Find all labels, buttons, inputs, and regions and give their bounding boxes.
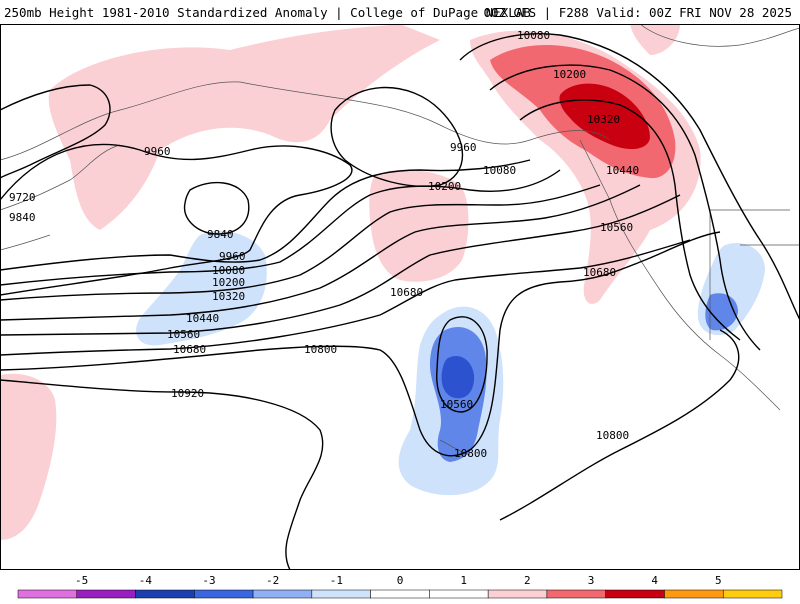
contour-10200: [0, 169, 561, 286]
contour-10560-trough: [436, 316, 488, 413]
contour-label: 10560: [440, 398, 473, 411]
contour-10800-se: [499, 329, 740, 521]
positive-anomaly-layer: [0, 24, 701, 540]
colorbar-tick-label: 4: [651, 574, 658, 587]
colorbar-swatch: [487, 589, 548, 599]
contour-label: 10920: [171, 387, 204, 400]
anomaly-neg3-trough: [441, 355, 475, 399]
anomaly-map: 10080 10200 10320 10440 9960 9960 10080 …: [0, 24, 800, 570]
contour-label: 10440: [606, 164, 639, 177]
negative-anomaly-layer: [136, 231, 765, 496]
contour-9960-low: [0, 143, 353, 296]
anomaly-pos1-ne-corner: [630, 24, 680, 55]
contour-label: 10200: [212, 276, 245, 289]
colorbar-tick-label: 1: [460, 574, 467, 587]
colorbar-swatch: [76, 589, 136, 599]
colorbar-tick-label: 0: [397, 574, 404, 587]
colorbar-tick-label: -1: [330, 574, 343, 587]
contour-label: 10320: [587, 113, 620, 126]
colorbar-tick-label: -5: [75, 574, 88, 587]
contour-label: 10080: [212, 264, 245, 277]
contour-label: 9840: [207, 228, 234, 241]
model-valid-time: 00Z GFS | F288 Valid: 00Z FRI NOV 28 202…: [483, 5, 792, 20]
colorbar-swatch: [722, 589, 783, 599]
contour-label: 9960: [219, 250, 246, 263]
colorbar-swatch: [194, 589, 254, 599]
contour-10800: [0, 231, 721, 457]
contour-label: 10200: [428, 180, 461, 193]
contour-10440: [0, 184, 641, 321]
header-bar: 250mb Height 1981-2010 Standardized Anom…: [0, 0, 800, 24]
height-contours: [0, 33, 800, 570]
contour-label: 10080: [517, 29, 550, 42]
contour-label: 10440: [186, 312, 219, 325]
contour-label: 10560: [167, 328, 200, 341]
map-title: 250mb Height 1981-2010 Standardized Anom…: [4, 5, 531, 20]
contour-label: 10800: [596, 429, 629, 442]
coastlines: [0, 24, 800, 456]
colorbar-swatch: [370, 589, 430, 599]
colorbar-swatch: [429, 589, 489, 599]
map-panel: 10080 10200 10320 10440 9960 9960 10080 …: [0, 24, 800, 570]
contour-label: 9720: [9, 191, 36, 204]
colorbar-swatch: [252, 589, 313, 599]
colorbar-swatch: [311, 589, 371, 599]
colorbar-swatch: [546, 589, 606, 599]
contour-ne-ridge-3: [519, 99, 741, 341]
contour-ne-ridge-2: [489, 64, 761, 351]
contour-label: 10800: [454, 447, 487, 460]
colorbar-tick-label: -2: [266, 574, 279, 587]
contour-9840-low: [183, 181, 250, 235]
contour-label: 10800: [304, 343, 337, 356]
anomaly-pos1-central: [369, 169, 469, 282]
contour-10920: [0, 379, 324, 570]
anomaly-pos1-sw: [0, 373, 57, 540]
contour-label: 9960: [450, 141, 477, 154]
colorbar: -5 -4 -3 -2 -1 0 1 2 3 4 5: [0, 570, 800, 600]
contour-10320: [0, 184, 601, 301]
colorbar-tick-label: -3: [202, 574, 215, 587]
contour-ne-ridge: [459, 33, 800, 321]
contour-10560: [0, 194, 681, 336]
contour-label: 9840: [9, 211, 36, 224]
anomaly-pos1-north: [48, 24, 441, 230]
colorbar-tick-label: 3: [588, 574, 595, 587]
contour-9960-c: [330, 86, 464, 187]
colorbar-tick-label: 2: [524, 574, 531, 587]
contour-label: 10080: [483, 164, 516, 177]
contour-label: 10680: [173, 343, 206, 356]
contour-label: 10680: [390, 286, 423, 299]
contour-label: 10320: [212, 290, 245, 303]
contour-10680: [0, 239, 691, 356]
colorbar-swatch: [605, 589, 665, 599]
colorbar-swatch: [664, 589, 724, 599]
contour-label: 10680: [583, 266, 616, 279]
contour-label-layer: 10080 10200 10320 10440 9960 9960 10080 …: [9, 29, 639, 460]
colorbar-scale: -5 -4 -3 -2 -1 0 1 2 3 4 5: [17, 574, 783, 599]
contour-10080: [0, 159, 531, 271]
contour-label: 10200: [553, 68, 586, 81]
anomaly-neg1-west: [136, 231, 267, 346]
contour-9720-w: [0, 84, 111, 179]
colorbar-swatch: [17, 589, 78, 599]
colorbar-swatch: [135, 589, 195, 599]
contour-label: 10560: [600, 221, 633, 234]
colorbar-tick-label: -4: [139, 574, 153, 587]
colorbar-tick-label: 5: [715, 574, 722, 587]
contour-label: 9960: [144, 145, 171, 158]
